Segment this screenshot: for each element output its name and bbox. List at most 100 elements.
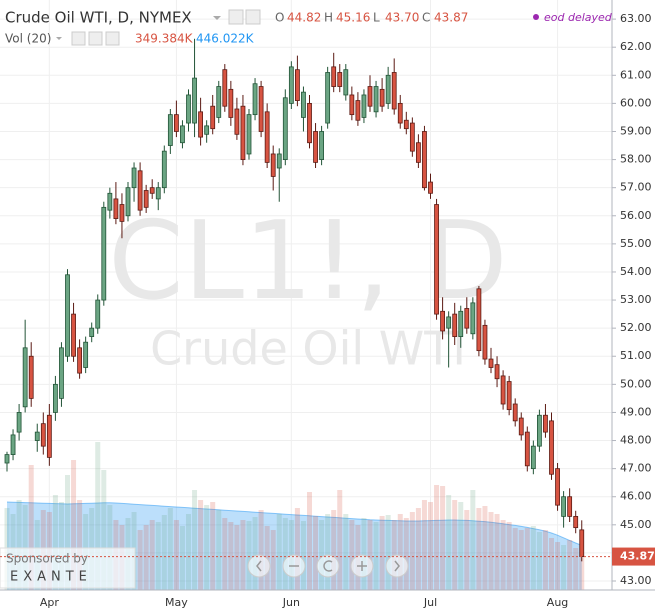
volume-bar [234, 525, 240, 590]
volume-bar [65, 475, 70, 590]
scroll-right-button[interactable] [385, 554, 409, 578]
candle-body [264, 111, 270, 163]
candle-body [270, 153, 276, 177]
volume-bar [367, 520, 373, 590]
scroll-left-button[interactable] [247, 554, 271, 578]
axes: 43.0044.0045.0046.0047.0048.0049.0050.00… [40, 12, 652, 609]
volume-bar [240, 520, 246, 590]
candle-body [89, 327, 95, 337]
ohlc-key: H [324, 11, 333, 25]
status-label: eod delayed [544, 11, 613, 24]
sponsor-caption: Sponsored by [6, 552, 88, 566]
candle-body [4, 454, 10, 464]
candle-body [167, 114, 173, 146]
candle-body [385, 74, 391, 104]
candle-body [573, 515, 579, 529]
volume-ma-line [6, 501, 582, 546]
candle-body [22, 347, 28, 408]
volume-bar [494, 514, 500, 590]
volume-bar [337, 490, 343, 590]
candle-body [415, 142, 421, 163]
volume-value: 349.384K [135, 32, 194, 46]
candle-body [234, 108, 240, 135]
candle-body [440, 310, 446, 332]
volume-bar [573, 548, 579, 590]
volume-bar [506, 522, 512, 590]
volume-bar [518, 530, 524, 590]
volume-bar [385, 515, 391, 590]
candle-body [452, 313, 458, 337]
candle-body [361, 94, 367, 118]
candle-body [537, 414, 542, 447]
icon [394, 560, 400, 572]
candle-body [276, 153, 282, 169]
dropdown-icon[interactable] [213, 16, 221, 20]
symbol-title: Crude Oil WTI, D, NYMEX [5, 9, 192, 27]
candle-body [210, 105, 216, 130]
settings-icon[interactable] [88, 31, 103, 46]
volume-bar [446, 495, 452, 590]
volume-bar [204, 505, 210, 590]
ohlc-value: 43.70 [385, 11, 419, 25]
volume-bar [470, 490, 476, 590]
candle-body [101, 206, 107, 301]
volume-bar [536, 532, 542, 590]
volume-bar [186, 514, 191, 590]
ohlc-value: 45.16 [336, 11, 370, 25]
volume-bar [28, 465, 34, 590]
format-icon[interactable] [245, 9, 261, 25]
candle-body [246, 114, 252, 155]
candle-body [579, 529, 585, 557]
candle-body [530, 445, 536, 470]
reset-button[interactable] [316, 554, 340, 578]
y-tick-label: 48.00 [620, 434, 652, 447]
volume-bar [77, 500, 83, 590]
last-price-label: 43.87 [620, 550, 655, 563]
candle-body [107, 192, 113, 211]
close-icon[interactable] [105, 31, 120, 46]
candle-body [506, 381, 512, 411]
icon [357, 561, 367, 571]
y-tick-label: 54.00 [620, 265, 652, 278]
dropdown-icon[interactable] [56, 37, 62, 40]
volume-bar [149, 520, 155, 590]
candle-body [458, 310, 464, 337]
candle-body [331, 66, 337, 87]
candle-body [113, 198, 119, 219]
candle-body [325, 72, 331, 124]
candle-body [40, 423, 46, 447]
volume-bar [246, 521, 252, 590]
sponsor-box[interactable] [0, 547, 136, 589]
settings-icon[interactable] [228, 9, 244, 25]
y-tick-label: 52.00 [620, 321, 652, 334]
volume-bar [300, 521, 306, 590]
watermark-symbol: CL1!, D [108, 199, 507, 324]
last-price-tag [612, 547, 655, 566]
volume-bar [379, 516, 385, 590]
volume-bar [58, 502, 64, 590]
candle-body [240, 105, 246, 160]
volume-bar [524, 528, 530, 590]
candle-body [349, 94, 355, 116]
y-tick-label: 63.00 [620, 12, 652, 25]
volume-bar [343, 514, 349, 590]
candle-body [343, 69, 349, 96]
candle-body [319, 131, 325, 160]
candle-body [446, 316, 452, 329]
y-tick-label: 57.00 [620, 181, 652, 194]
candle-body [434, 204, 439, 315]
candle-body [301, 91, 306, 118]
visibility-icon[interactable] [71, 31, 86, 46]
volume-ma-value: 446.022K [196, 32, 255, 46]
icon [256, 560, 262, 572]
icon [323, 560, 333, 572]
volume-bar [549, 538, 554, 590]
candle-body [543, 414, 548, 433]
candle-body [34, 431, 40, 441]
volume-bar [270, 530, 276, 590]
volume-bar [95, 442, 101, 590]
volume-bar [464, 510, 470, 590]
volume-bar [349, 520, 355, 590]
y-tick-label: 55.00 [620, 237, 652, 250]
